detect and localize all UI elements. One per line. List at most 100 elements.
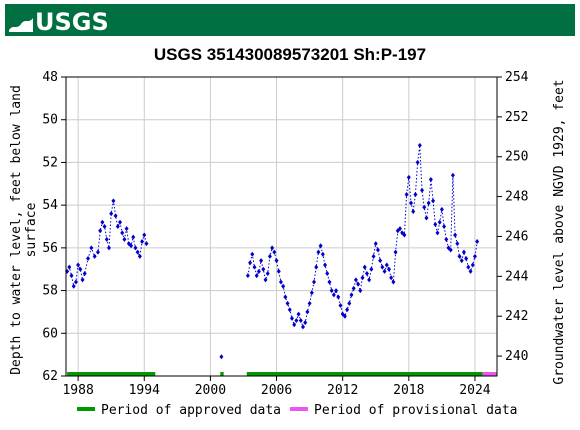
data-point (256, 268, 261, 274)
data-point (140, 238, 145, 244)
data-point (142, 232, 147, 238)
y-right-tick-label: 248 (505, 190, 528, 205)
data-point (276, 268, 281, 274)
y-axis-left-label-line1: Depth to water level, feet below land (9, 85, 24, 375)
data-point (464, 256, 469, 262)
data-point (219, 354, 224, 360)
data-point (294, 317, 299, 323)
x-tick-label: 2012 (327, 383, 358, 398)
data-point (133, 245, 138, 251)
data-point (263, 277, 268, 283)
data-point (389, 275, 394, 281)
data-point (270, 245, 275, 251)
data-point (444, 236, 449, 242)
y-left-tick-label: 60 (42, 326, 58, 341)
data-point (384, 262, 389, 268)
data-point (305, 309, 310, 315)
provisional-period-bar (482, 372, 497, 376)
data-point (442, 224, 447, 229)
data-point (461, 249, 466, 255)
data-point (342, 313, 347, 319)
data-point (309, 290, 314, 296)
data-point (338, 303, 343, 309)
data-point (331, 292, 336, 298)
data-point (71, 283, 76, 289)
chart-title: USGS 351430089573201 Sh:P-197 (154, 45, 426, 64)
data-point (431, 198, 436, 204)
y-left-tick-label: 58 (42, 284, 58, 299)
data-point (369, 266, 374, 272)
data-point (373, 241, 378, 247)
data-point (426, 200, 431, 206)
data-point (353, 277, 358, 283)
y-right-tick-label: 240 (505, 349, 528, 364)
data-point (439, 206, 444, 212)
data-point (259, 258, 264, 264)
data-point (113, 213, 118, 219)
data-point (316, 249, 321, 255)
usgs-logo: USGS (9, 8, 109, 36)
data-point (82, 270, 87, 276)
usgs-header-bar (5, 4, 575, 36)
y-left-tick-label: 52 (42, 155, 58, 170)
data-point (349, 292, 354, 298)
data-point (131, 234, 136, 240)
y-right-tick-label: 254 (505, 70, 529, 85)
y-right-tick-label: 252 (505, 110, 528, 125)
data-point (95, 249, 100, 255)
data-point (397, 226, 402, 232)
data-point (122, 236, 127, 242)
approved-period-bar (246, 372, 483, 376)
data-point (371, 253, 376, 259)
data-point (336, 294, 341, 300)
data-point (300, 324, 305, 330)
y-right-tick-label: 250 (505, 150, 528, 165)
data-point (89, 245, 94, 251)
data-point (115, 224, 120, 229)
data-point (320, 251, 325, 257)
data-point (261, 266, 266, 272)
data-point (391, 279, 396, 285)
data-point (80, 277, 85, 283)
data-point (475, 238, 480, 244)
legend: Period of approved data Period of provis… (77, 403, 518, 418)
data-point (135, 249, 140, 255)
data-point (360, 275, 365, 281)
legend-provisional-swatch (290, 407, 308, 411)
data-point (118, 219, 123, 225)
data-point (393, 249, 398, 255)
data-point (415, 159, 420, 165)
data-point (67, 264, 72, 270)
data-point (245, 273, 250, 279)
data-point (104, 236, 109, 242)
data-point (413, 191, 418, 197)
plot-frame (65, 76, 498, 377)
data-point (98, 228, 103, 234)
data-point (102, 224, 107, 229)
data-point (106, 245, 111, 251)
y-left-tick-label: 54 (42, 198, 58, 213)
data-point (296, 311, 301, 317)
data-point (468, 268, 473, 274)
data-point (254, 273, 259, 279)
data-point (129, 243, 134, 249)
data-point (285, 300, 290, 306)
data-point (69, 273, 74, 279)
data-point (281, 283, 286, 289)
data-point (100, 219, 105, 225)
data-point (298, 317, 303, 323)
data-point (292, 322, 297, 328)
data-point (278, 279, 283, 285)
data-point (274, 258, 279, 264)
y-axis-left-label-line2: surface (24, 202, 39, 257)
y-right-tick-label: 246 (505, 229, 528, 244)
series-line (247, 145, 478, 329)
legend-provisional-label: Period of provisional data (314, 403, 518, 418)
data-point (472, 253, 477, 259)
plot-area (66, 77, 497, 376)
data-point (420, 187, 425, 193)
data-point (318, 243, 323, 249)
data-point (364, 270, 369, 276)
approved-period-bar (67, 372, 156, 376)
